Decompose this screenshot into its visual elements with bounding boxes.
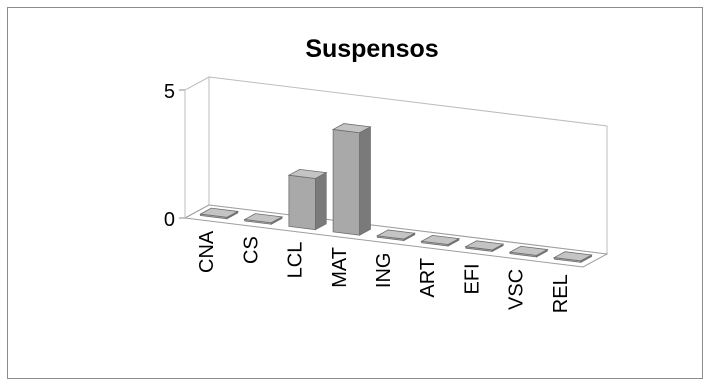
bar-top-REL xyxy=(552,251,593,262)
bar-LCL xyxy=(287,168,328,231)
x-tick-label-EFI: EFI xyxy=(461,263,483,294)
x-tick-label-LCL: LCL xyxy=(285,242,307,279)
y-tick-label: 0 xyxy=(164,209,175,231)
bar-top-VSC xyxy=(508,245,549,256)
x-tick-label-ING: ING xyxy=(373,253,395,289)
bar-top-MAT xyxy=(331,123,372,134)
y-tick-label: 5 xyxy=(164,81,175,103)
bar-side-MAT xyxy=(359,126,371,236)
bar-side-LCL xyxy=(315,171,327,231)
x-tick-label-ART: ART xyxy=(417,258,439,298)
bar-MAT xyxy=(331,123,372,236)
bar-front-LCL xyxy=(288,174,316,231)
bar-top-EFI xyxy=(464,240,505,251)
bar-top-ING xyxy=(376,229,416,240)
x-tick-label-REL: REL xyxy=(550,274,572,313)
x-tick-label-CS: CS xyxy=(240,236,262,264)
x-tick-label-CNA: CNA xyxy=(196,230,218,273)
bar-CS xyxy=(243,213,284,225)
bar-ART xyxy=(420,234,461,247)
x-tick-label-MAT: MAT xyxy=(329,247,351,288)
chart-title: Suspensos xyxy=(305,35,439,63)
bar-front-MAT xyxy=(332,128,361,236)
bar-top-LCL xyxy=(287,168,328,179)
side-wall xyxy=(184,76,210,219)
bar-VSC xyxy=(508,245,549,258)
x-tick-label-VSC: VSC xyxy=(506,269,528,310)
bar-ING xyxy=(376,229,416,242)
bar-CNA xyxy=(199,207,240,220)
bar-top-CNA xyxy=(199,207,240,218)
bar-EFI xyxy=(464,240,505,253)
bar-REL xyxy=(552,251,593,264)
bar-top-ART xyxy=(420,234,461,245)
bar-top-CS xyxy=(243,213,284,224)
